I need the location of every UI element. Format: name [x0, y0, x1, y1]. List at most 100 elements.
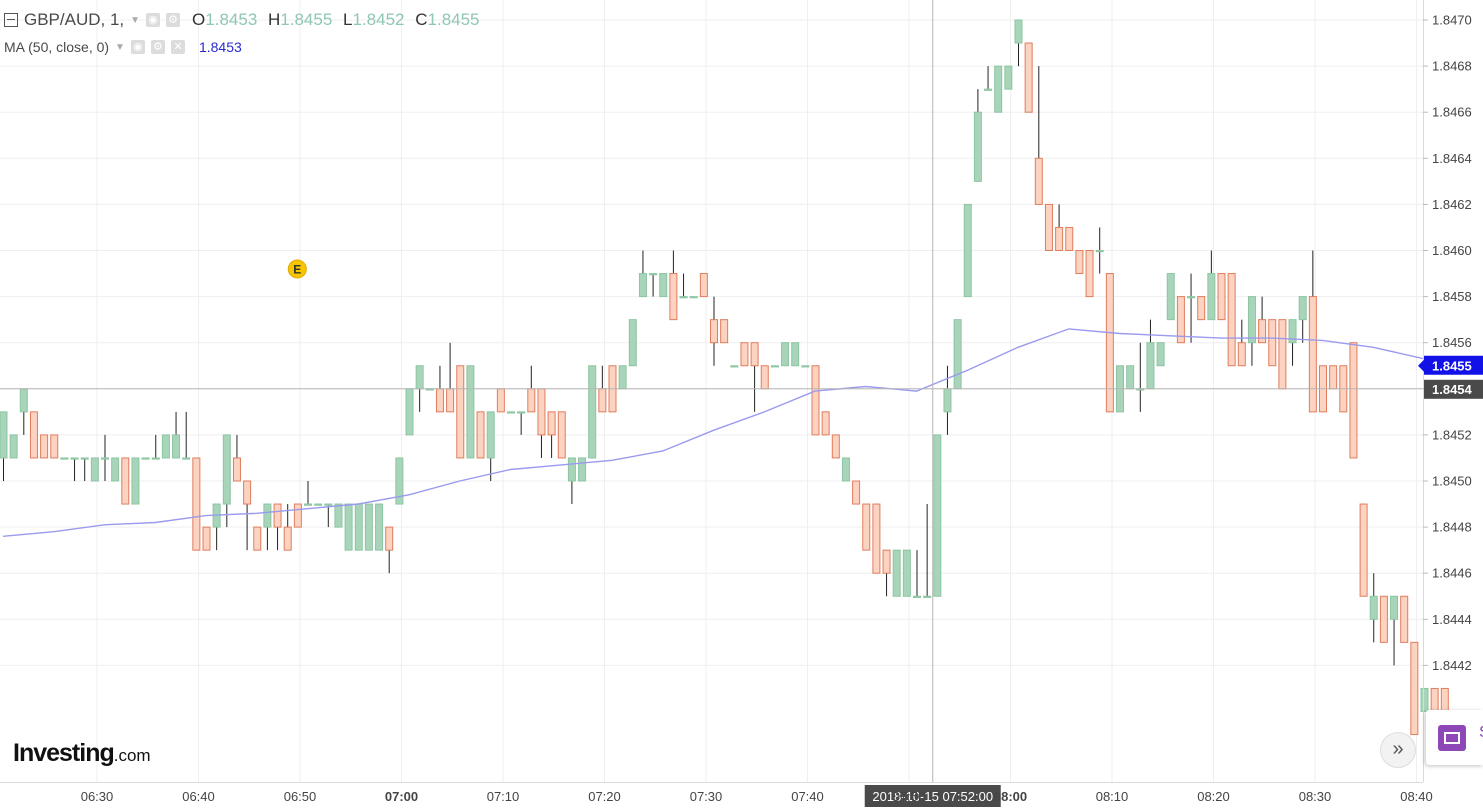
time-tick-label: 08:40 — [1400, 789, 1433, 804]
candle — [172, 411, 181, 459]
time-tick-label: 07:10 — [487, 789, 520, 804]
crosshair-price-box — [1424, 379, 1483, 399]
collapse-icon[interactable] — [4, 13, 18, 27]
candle-body — [1217, 273, 1226, 321]
candle-body — [375, 503, 384, 551]
candle-body — [1034, 157, 1043, 205]
candle — [1247, 296, 1256, 366]
candle — [496, 388, 505, 413]
candle — [131, 457, 140, 505]
gear-icon[interactable]: ⚙ — [150, 40, 165, 54]
price-tick-label: 1.8448 — [1432, 520, 1472, 535]
candle-body — [1349, 342, 1358, 459]
indicator-title[interactable]: MA (50, close, 0) — [4, 39, 110, 55]
candle — [364, 503, 373, 551]
candle-body — [1227, 273, 1236, 367]
candle-body — [659, 273, 668, 298]
candle-body — [831, 434, 840, 459]
candle — [60, 457, 69, 460]
candle — [994, 65, 1003, 113]
candle — [1004, 65, 1013, 90]
side-panel-widget[interactable]: S — [1426, 710, 1483, 765]
candle — [933, 434, 942, 597]
eye-icon[interactable]: ◉ — [130, 40, 145, 54]
candle-body — [872, 503, 881, 574]
side-panel-label: S — [1479, 724, 1483, 742]
candle — [182, 411, 191, 460]
candle-body — [222, 434, 231, 505]
candle-body — [1156, 342, 1165, 367]
price-axis[interactable]: 1.8442 1.8444 1.8446 1.8448 1.8450 1.8452 1.84… — [1423, 13, 1472, 673]
candle — [344, 503, 353, 551]
symbol-title[interactable]: GBP/AUD, 1, — [24, 10, 125, 29]
candle-body — [588, 365, 597, 459]
candle-body — [689, 296, 698, 299]
candle — [486, 411, 495, 481]
candle-body — [334, 503, 343, 528]
candle — [90, 457, 99, 482]
candle-body — [385, 526, 394, 551]
candle-body — [507, 411, 515, 414]
candle-body — [628, 319, 637, 367]
candle — [1278, 319, 1287, 390]
time-tick-label: 06:30 — [81, 789, 114, 804]
candle-body — [151, 457, 160, 460]
candle-body — [720, 319, 729, 344]
eye-icon[interactable]: ◉ — [146, 13, 161, 27]
time-axis[interactable]: 06:30 06:40 06:50 07:00 07:10 07:20 07:30 07:40… — [81, 789, 1433, 804]
candle — [1420, 687, 1429, 713]
candle — [232, 434, 241, 482]
candle-body — [943, 388, 952, 413]
candle-body — [29, 411, 38, 459]
candle — [1298, 296, 1307, 343]
candle — [0, 411, 8, 481]
candle-body — [699, 273, 708, 298]
candle — [456, 365, 465, 459]
candle — [710, 296, 718, 366]
event-marker-label: E — [293, 262, 301, 276]
candle — [852, 480, 861, 505]
candle-body — [791, 342, 800, 367]
time-tick-label: 08:30 — [1299, 789, 1332, 804]
chevron-down-icon[interactable]: ▼ — [130, 14, 141, 26]
candle-body — [40, 434, 49, 459]
close-value: 1.8455 — [427, 10, 480, 29]
close-icon[interactable]: ✕ — [170, 40, 185, 54]
candle — [1268, 319, 1277, 367]
candle-body — [232, 457, 241, 482]
close-label: C — [415, 10, 428, 29]
candle-body — [405, 388, 414, 436]
candle — [1349, 342, 1358, 459]
axis-price-labels: 1.8455 1.8454 — [1418, 355, 1483, 399]
chevron-down-icon[interactable]: ▼ — [115, 41, 125, 53]
candle — [101, 434, 109, 481]
high-value: 1.8455 — [280, 10, 333, 29]
candle — [1359, 503, 1368, 597]
candle — [476, 411, 485, 459]
candle — [1065, 226, 1074, 251]
chart-grid — [0, 0, 1423, 782]
time-tick-label: 08:10 — [1096, 789, 1129, 804]
candle — [953, 319, 962, 390]
candle-body — [730, 365, 739, 368]
candle — [29, 411, 38, 459]
open-label: O — [192, 10, 206, 29]
event-marker[interactable]: E — [287, 259, 307, 279]
candle-body — [161, 434, 170, 459]
scroll-to-realtime-button[interactable]: » — [1380, 732, 1416, 768]
candle-body — [679, 296, 688, 299]
candle-body — [395, 457, 404, 505]
candle-body — [80, 457, 89, 460]
candle-body — [1095, 250, 1104, 253]
candle — [80, 457, 89, 481]
candle-body — [1146, 342, 1155, 390]
candle — [821, 411, 830, 436]
gear-icon[interactable]: ⚙ — [166, 13, 181, 27]
candle — [913, 550, 921, 598]
price-tick-label: 1.8462 — [1432, 197, 1472, 212]
price-tick-label: 1.8468 — [1432, 59, 1472, 74]
candle — [314, 503, 323, 506]
crosshair-price-label: 1.8454 — [1432, 382, 1473, 397]
candle — [984, 66, 993, 91]
